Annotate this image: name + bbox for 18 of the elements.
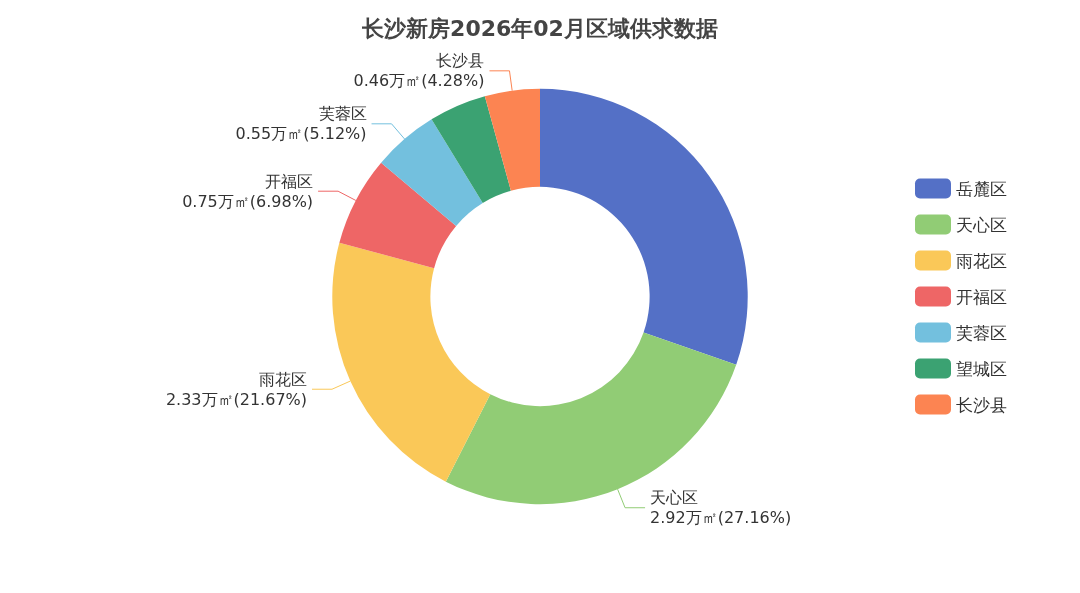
slice-label: 天心区 (650, 488, 699, 508)
data-label: 0.46万㎡(4.28%) (353, 71, 485, 91)
legend-label: 开福区 (956, 286, 1007, 307)
legend-label: 芙蓉区 (956, 322, 1007, 343)
slice-label: 雨花区 (259, 369, 308, 389)
slice-label: 长沙县 (436, 51, 485, 71)
legend-label: 长沙县 (956, 394, 1007, 415)
data-label: 0.55万㎡(5.12%) (235, 124, 367, 144)
chart-title: 长沙新房2026年02月区域供求数据 (361, 15, 718, 41)
data-label: 2.92万㎡(27.16%) (650, 508, 792, 528)
legend-label: 雨花区 (956, 250, 1007, 271)
legend-label: 天心区 (956, 214, 1007, 235)
legend-label: 望城区 (956, 358, 1007, 379)
slice-label: 芙蓉区 (318, 104, 367, 124)
slice-label: 开福区 (265, 171, 314, 191)
data-label: 2.33万㎡(21.67%) (165, 389, 308, 409)
data-label: 0.75万㎡(6.98%) (182, 191, 314, 211)
legend-label: 岳麓区 (956, 178, 1007, 199)
